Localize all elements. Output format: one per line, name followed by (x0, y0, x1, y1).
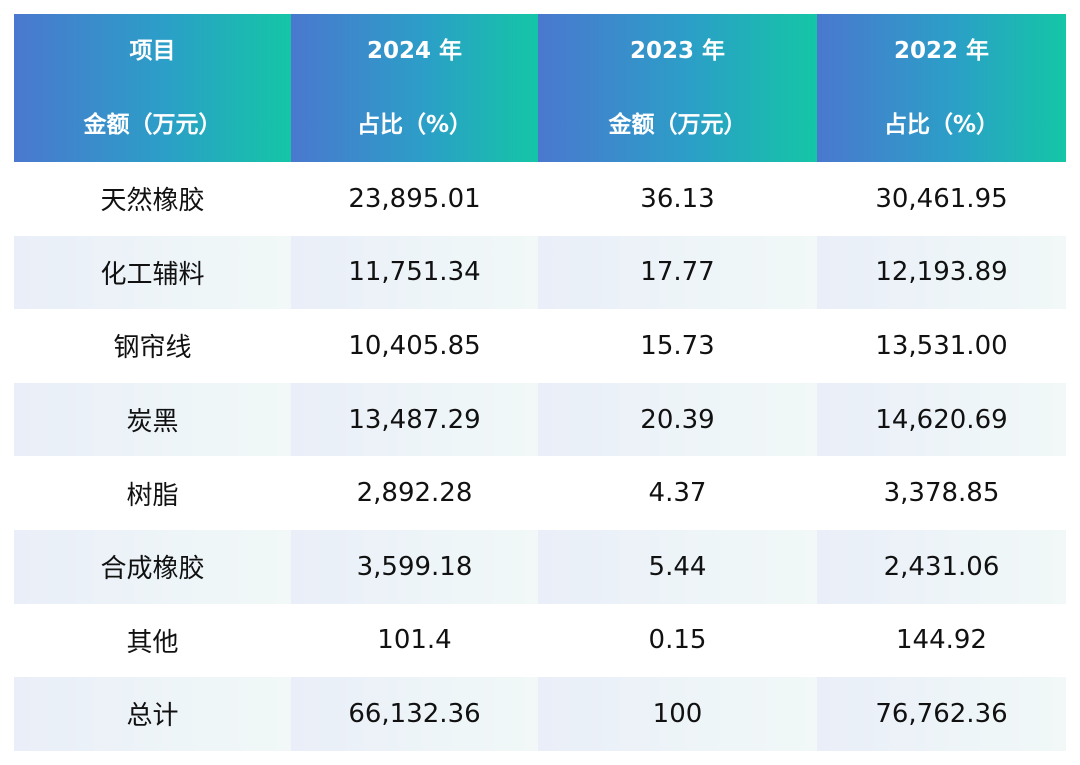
table-row: 其他 101.4 0.15 144.92 (14, 603, 1066, 678)
value-cell: 2,892.28 (291, 456, 538, 530)
header-cell-2022: 2022 年 占比（%） (817, 14, 1066, 162)
item-name-cell: 树脂 (14, 456, 291, 530)
table-row: 化工辅料 11,751.34 17.77 12,193.89 (14, 235, 1066, 310)
item-name-cell: 炭黑 (14, 382, 291, 457)
header-cell-item: 项目 金额（万元） (14, 14, 291, 162)
value-cell: 4.37 (538, 456, 817, 530)
value-cell: 100 (538, 677, 817, 751)
item-name-cell: 化工辅料 (14, 235, 291, 310)
item-name-cell: 其他 (14, 603, 291, 678)
value-cell: 30,461.95 (817, 162, 1066, 236)
value-cell: 17.77 (538, 235, 817, 310)
value-cell: 3,378.85 (817, 456, 1066, 530)
table-header: 项目 金额（万元） 2024 年 占比（%） 2023 年 金额（万元） 202… (14, 14, 1066, 162)
value-cell: 101.4 (291, 603, 538, 678)
value-cell: 12,193.89 (817, 235, 1066, 310)
table-body: 天然橡胶 23,895.01 36.13 30,461.95 化工辅料 11,7… (14, 162, 1066, 751)
value-cell: 76,762.36 (817, 677, 1066, 751)
value-cell: 5.44 (538, 529, 817, 604)
raw-material-cost-table: 项目 金额（万元） 2024 年 占比（%） 2023 年 金额（万元） 202… (14, 14, 1066, 751)
item-name-cell: 合成橡胶 (14, 529, 291, 604)
header-line-2: 金额（万元） (83, 112, 222, 138)
value-cell: 144.92 (817, 603, 1066, 678)
value-cell: 0.15 (538, 603, 817, 678)
value-cell: 36.13 (538, 162, 817, 236)
header-line-1: 2024 年 (366, 38, 463, 64)
header-line-1: 2023 年 (629, 38, 726, 64)
table-row: 天然橡胶 23,895.01 36.13 30,461.95 (14, 162, 1066, 236)
value-cell: 15.73 (538, 309, 817, 383)
header-line-2: 占比（%） (356, 112, 473, 138)
value-cell: 20.39 (538, 382, 817, 457)
value-cell: 14,620.69 (817, 382, 1066, 457)
table-row: 钢帘线 10,405.85 15.73 13,531.00 (14, 309, 1066, 383)
header-line-2: 占比（%） (883, 112, 1000, 138)
item-name-cell: 钢帘线 (14, 309, 291, 383)
item-name-cell: 天然橡胶 (14, 162, 291, 236)
value-cell: 13,487.29 (291, 382, 538, 457)
value-cell: 11,751.34 (291, 235, 538, 310)
value-cell: 2,431.06 (817, 529, 1066, 604)
header-cell-2024: 2024 年 占比（%） (291, 14, 538, 162)
value-cell: 3,599.18 (291, 529, 538, 604)
header-line-1: 项目 (129, 38, 176, 64)
table-row: 树脂 2,892.28 4.37 3,378.85 (14, 456, 1066, 530)
header-line-2: 金额（万元） (608, 112, 747, 138)
item-name-cell: 总计 (14, 677, 291, 751)
header-cell-2023: 2023 年 金额（万元） (538, 14, 817, 162)
value-cell: 23,895.01 (291, 162, 538, 236)
value-cell: 66,132.36 (291, 677, 538, 751)
table-row: 合成橡胶 3,599.18 5.44 2,431.06 (14, 529, 1066, 604)
value-cell: 10,405.85 (291, 309, 538, 383)
value-cell: 13,531.00 (817, 309, 1066, 383)
total-row: 总计 66,132.36 100 76,762.36 (14, 677, 1066, 751)
header-line-1: 2022 年 (893, 38, 990, 64)
header-row: 项目 金额（万元） 2024 年 占比（%） 2023 年 金额（万元） 202… (14, 14, 1066, 162)
table-row: 炭黑 13,487.29 20.39 14,620.69 (14, 382, 1066, 457)
